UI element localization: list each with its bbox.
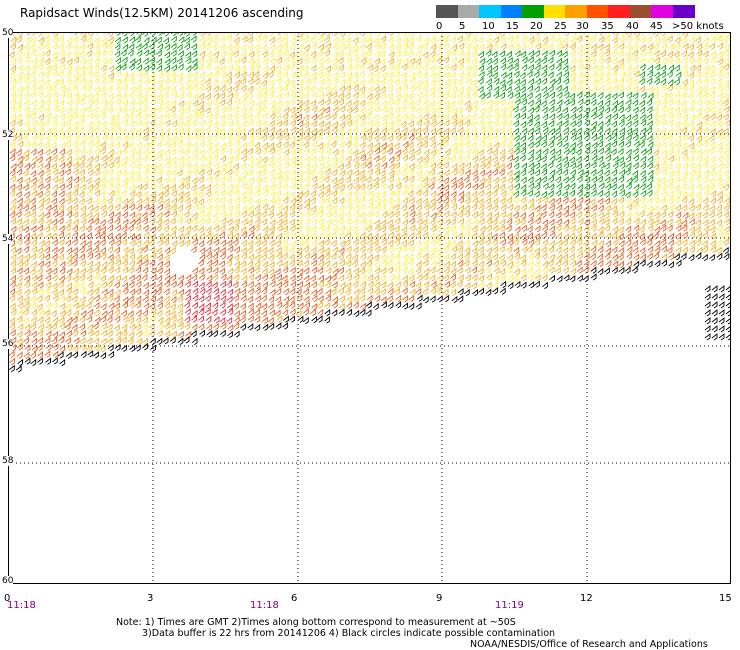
scale-color-box: [543, 5, 566, 18]
scale-label: 5: [459, 21, 466, 32]
lon-label: 0: [4, 593, 11, 604]
scale-label: 25: [554, 21, 567, 32]
wind-speed-color-scale: 0 5 10 15 20 25 30 35 40 45 >50 knots: [436, 5, 738, 35]
lat-label: 60: [2, 576, 14, 586]
scale-color-box: [436, 5, 458, 18]
note-line-2: 3)Data buffer is 22 hrs from 20141206 4)…: [142, 628, 556, 639]
lat-lon-grid: [8, 32, 731, 584]
lat-label: 58: [2, 456, 14, 466]
scale-label: 30: [576, 21, 589, 32]
scale-color-box: [479, 5, 501, 18]
scale-color-box: [651, 5, 673, 18]
lon-label: 9: [436, 593, 443, 604]
scale-color-box: [608, 5, 630, 18]
lat-label: 50: [2, 28, 14, 38]
wind-barb-group: [9, 246, 731, 373]
plot-frame: [8, 32, 731, 584]
credit-line: NOAA/NESDIS/Office of Research and Appli…: [470, 639, 708, 650]
lon-label: 15: [719, 593, 732, 604]
lat-label: 56: [2, 339, 14, 349]
scale-color-box: [522, 5, 544, 18]
lon-label: 12: [580, 593, 593, 604]
wind-map-plot: [8, 32, 731, 584]
wind-barb-group: [184, 280, 234, 325]
time-label: 11:18: [250, 600, 279, 611]
lon-label: 3: [147, 593, 154, 604]
lon-label: 6: [291, 593, 298, 604]
scale-label: 10: [482, 21, 495, 32]
scale-color-box: [586, 5, 609, 18]
time-label: 11:18: [7, 600, 36, 611]
map-title: Rapidsact Winds(12.5KM) 20141206 ascendi…: [20, 6, 304, 20]
scale-label: 45: [650, 21, 663, 32]
scale-label: 15: [506, 21, 519, 32]
scale-color-box: [500, 5, 523, 18]
lat-label: 54: [2, 234, 14, 244]
scale-label: 40: [626, 21, 639, 32]
scale-label: 20: [530, 21, 543, 32]
wind-barb-group: [114, 32, 682, 199]
scale-color-box: [565, 5, 587, 18]
scale-label: 35: [601, 21, 614, 32]
wind-barb-group: [8, 106, 695, 366]
scale-color-box: [629, 5, 652, 18]
time-label: 11:19: [495, 600, 524, 611]
wind-barbs-layer: [8, 32, 731, 373]
scale-color-box: [672, 5, 695, 18]
lat-label: 52: [2, 130, 14, 140]
scale-color-box: [457, 5, 480, 18]
scale-label: >50 knots: [672, 21, 724, 32]
scale-label: 0: [436, 21, 443, 32]
note-line-1: Note: 1) Times are GMT 2)Times along bot…: [116, 617, 516, 628]
